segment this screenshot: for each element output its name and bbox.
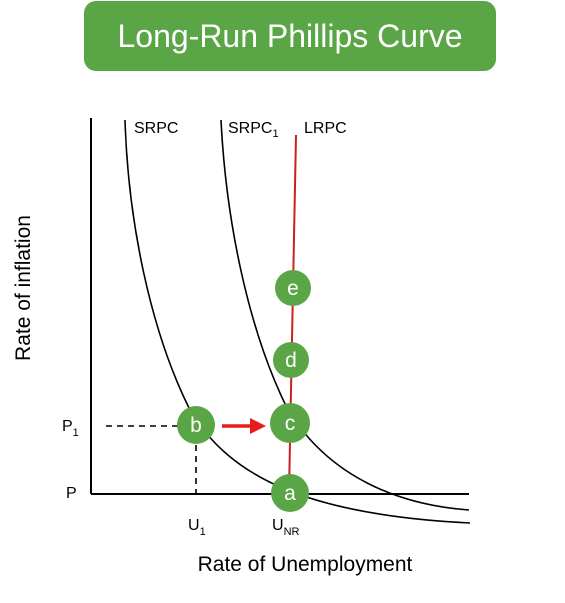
srpc-label: SRPC	[134, 120, 178, 137]
point-b: b	[177, 406, 215, 444]
u1-tick-label: U1	[188, 517, 206, 538]
point-a: a	[271, 474, 309, 512]
srpc1-curve	[220, 119, 470, 511]
svg-text:b: b	[190, 414, 202, 437]
srpc1-label: SRPC1	[228, 120, 279, 140]
svg-text:a: a	[284, 482, 296, 505]
point-e: e	[275, 270, 311, 306]
svg-text:e: e	[287, 277, 299, 300]
point-d: d	[273, 342, 309, 378]
page-title: Long-Run Phillips Curve	[117, 17, 463, 54]
x-axis-title: Rate of Unemployment	[198, 553, 413, 576]
title-banner: Long-Run Phillips Curve	[84, 1, 496, 71]
svg-text:c: c	[285, 412, 296, 435]
lrpc-label: LRPC	[304, 120, 347, 137]
y-axis-title: Rate of inflation	[12, 215, 35, 361]
p1-tick-label: P1	[62, 418, 79, 439]
srpc-curve	[124, 119, 471, 524]
point-c: c	[270, 403, 310, 443]
svg-text:d: d	[285, 349, 297, 372]
unr-tick-label: UNR	[272, 517, 300, 538]
shift-arrow	[222, 418, 266, 434]
p-tick-label: P	[66, 485, 77, 502]
